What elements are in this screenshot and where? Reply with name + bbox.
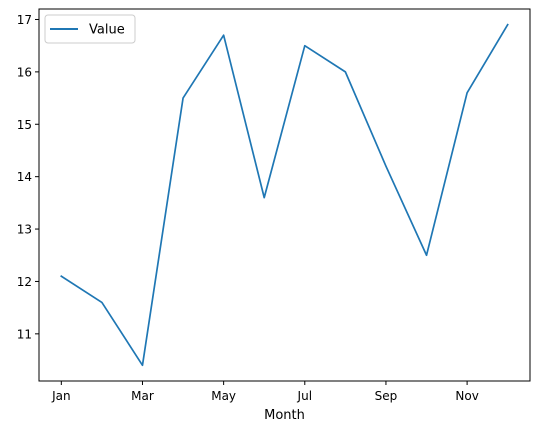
y-tick-label: 17 [17,13,32,27]
y-tick-label: 13 [17,223,32,237]
x-tick-label: Jan [51,389,71,403]
x-tick-label: May [211,389,236,403]
y-tick-label: 11 [17,327,32,341]
y-tick-label: 16 [17,65,32,79]
x-tick-label: Nov [455,389,478,403]
y-axis-ticks: 11 12 13 14 15 16 17 [17,13,39,341]
series-layer [60,23,509,367]
x-axis-label: Month [264,408,305,423]
x-tick-label: Sep [375,389,398,403]
y-tick-label: 12 [17,275,32,289]
x-axis-ticks: Jan Mar May Jul Sep Nov [51,381,479,403]
y-tick-label: 14 [17,170,32,184]
legend-box [44,14,136,44]
plot-frame [38,8,531,382]
y-tick-label: 15 [17,118,32,132]
x-tick-label: Jul [297,389,312,403]
legend: Value [44,14,136,44]
x-tick-label: Mar [131,389,154,403]
series-line-value [60,23,509,367]
legend-label-value: Value [89,23,125,38]
plot-area: Jan Mar May Jul Sep Nov 11 12 13 14 15 16 17 [17,8,531,403]
